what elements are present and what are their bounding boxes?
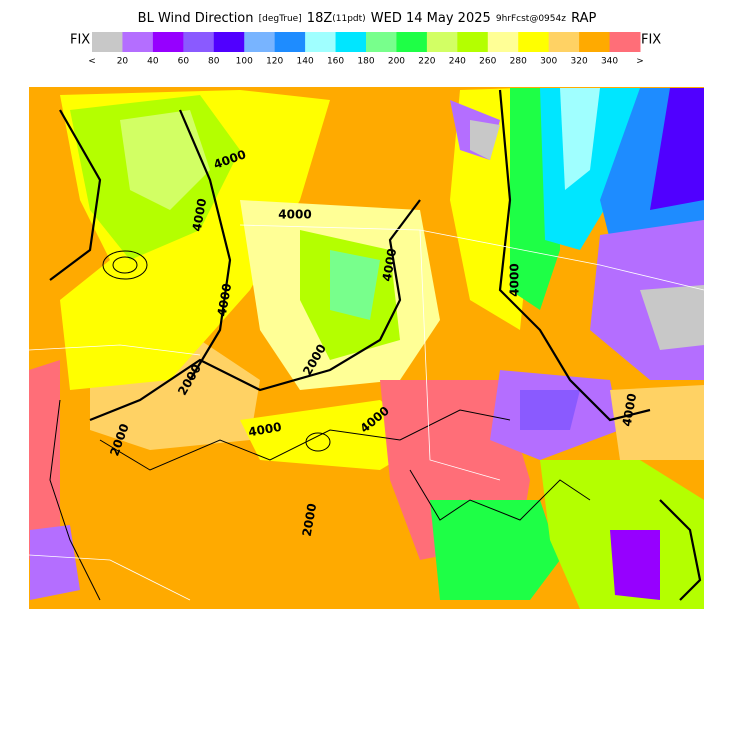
title-part: BL Wind Direction — [138, 11, 254, 26]
legend-swatch — [152, 32, 184, 52]
legend-swatch — [183, 32, 215, 52]
legend-swatch — [213, 32, 245, 52]
contour-label: 4000 — [380, 247, 400, 282]
legend-swatch — [244, 32, 276, 52]
contour-label: 4000 — [508, 263, 522, 296]
legend-label: 140 — [297, 57, 314, 67]
contour-line — [49, 399, 101, 601]
region — [560, 88, 600, 190]
legend-label: 260 — [479, 57, 496, 67]
region — [610, 385, 704, 460]
legend-label: 200 — [388, 57, 405, 67]
contour-label: 2000 — [300, 502, 320, 537]
contour-line — [99, 409, 511, 471]
legend-label: 20 — [117, 57, 129, 67]
legend-swatch — [579, 32, 611, 52]
title-part: 9hrFcst@0954z — [496, 14, 566, 24]
legend-swatch — [609, 32, 641, 52]
contour-label: 4000 — [247, 420, 282, 440]
contour-label: 4000 — [278, 208, 311, 222]
legend-swatch — [274, 32, 306, 52]
legend-label: 300 — [540, 57, 557, 67]
contour-line — [112, 256, 138, 274]
legend-swatch — [518, 32, 550, 52]
legend-right-label: FIX — [641, 33, 661, 48]
region — [470, 120, 500, 160]
legend-label: 100 — [236, 57, 253, 67]
contour-line — [102, 250, 148, 280]
contour-line — [178, 109, 232, 381]
legend-swatch — [396, 32, 428, 52]
region — [240, 400, 430, 470]
contour-line — [49, 109, 102, 281]
contour-line — [498, 89, 651, 422]
region — [120, 110, 210, 210]
legend-swatch — [305, 32, 337, 52]
legend-swatch — [122, 32, 154, 52]
contour-line — [89, 199, 421, 422]
legend-label: 320 — [571, 57, 588, 67]
title-part: (11pdt) — [332, 14, 365, 24]
legend-label: 40 — [147, 57, 159, 67]
legend-label: 220 — [418, 57, 435, 67]
state-border — [239, 224, 705, 291]
region — [610, 530, 660, 600]
legend-swatch — [366, 32, 397, 52]
legend-swatch — [487, 32, 519, 52]
contour-label: 4000 — [215, 282, 235, 317]
legend-label: > — [636, 57, 644, 67]
legend-label: 240 — [449, 57, 466, 67]
legend-label: 60 — [178, 57, 190, 67]
legend-label: 160 — [327, 57, 344, 67]
region — [640, 285, 704, 350]
state-border — [28, 554, 191, 601]
legend-swatch — [457, 32, 489, 52]
region — [30, 525, 80, 600]
title: BL Wind Direction [degTrue] 18Z(11pdt) W… — [138, 8, 597, 27]
region — [330, 250, 380, 320]
legend: <20 40 60 80 100 120 140 160 180 200 220 240 260 280 3… — [88, 32, 644, 67]
contour-line — [305, 432, 331, 452]
legend-label: 180 — [357, 57, 374, 67]
legend-label: < — [88, 57, 96, 67]
legend-swatch — [426, 32, 458, 52]
legend-label: 340 — [601, 57, 618, 67]
title-part: [degTrue] — [259, 14, 302, 24]
region — [29, 360, 60, 560]
legend-label: 120 — [266, 57, 283, 67]
legend-left-label: FIX — [70, 33, 90, 48]
legend-swatch — [548, 32, 580, 52]
region — [520, 390, 580, 430]
contour-line — [659, 499, 702, 601]
state-border — [419, 229, 501, 481]
contour-label: 4000 — [190, 197, 210, 232]
contour-line — [409, 469, 591, 521]
region — [430, 500, 560, 600]
legend-label: 80 — [208, 57, 220, 67]
contour-label: 4000 — [620, 392, 640, 427]
title-part: RAP — [571, 11, 596, 26]
legend-label: 280 — [510, 57, 527, 67]
title-part: WED 14 May 2025 — [371, 11, 491, 26]
region — [650, 88, 704, 210]
title-part: 18Z — [307, 11, 333, 26]
state-border — [28, 344, 201, 356]
legend-swatch — [335, 32, 367, 52]
legend-swatch — [92, 32, 123, 52]
